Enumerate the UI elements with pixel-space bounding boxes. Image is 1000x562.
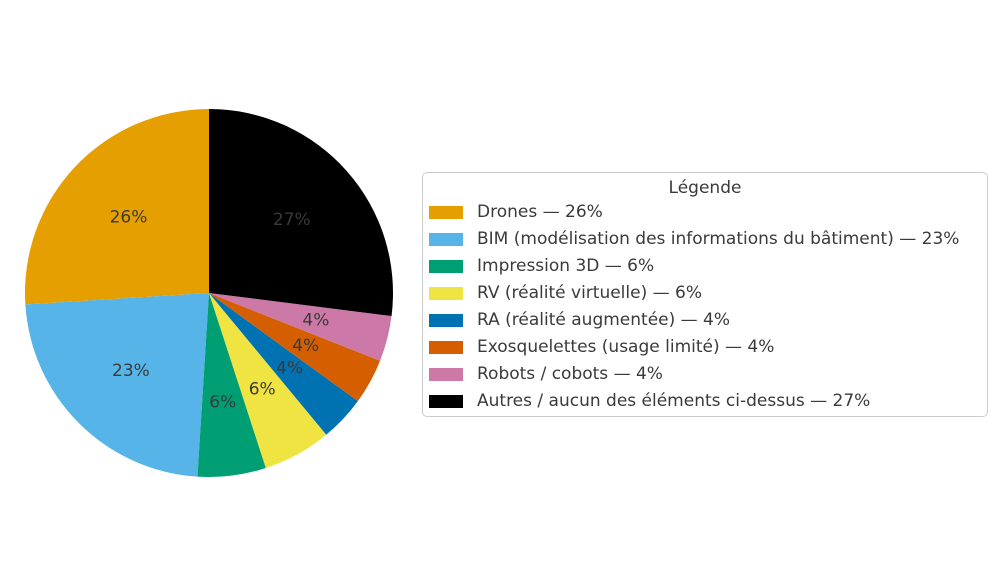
legend-item-exosquelettes: Exosquelettes (usage limité) — 4% — [423, 334, 987, 361]
legend-item-autres: Autres / aucun des éléments ci-dessus — … — [423, 388, 987, 415]
legend-swatch-ra — [429, 314, 463, 327]
legend-item-label: RV (réalité virtuelle) — 6% — [477, 283, 703, 303]
legend-item-ra: RA (réalité augmentée) — 4% — [423, 307, 987, 334]
legend-item-label: Robots / cobots — 4% — [477, 364, 663, 384]
pie-pct-label-drones: 26% — [110, 207, 148, 227]
legend-item-label: RA (réalité augmentée) — 4% — [477, 310, 731, 330]
legend-item-label: Autres / aucun des éléments ci-dessus — … — [477, 391, 871, 411]
legend-item-label: Exosquelettes (usage limité) — 4% — [477, 337, 775, 357]
pie-slice-drones — [24, 108, 210, 305]
legend-swatch-impression-3d — [429, 260, 463, 273]
legend-item-label: BIM (modélisation des informations du bâ… — [477, 229, 960, 249]
legend-item-impression-3d: Impression 3D — 6% — [423, 253, 987, 280]
pie-slice-rv — [209, 293, 327, 468]
pie-pct-label-rv: 6% — [249, 380, 276, 400]
pie-pct-label-impression-3d: 6% — [209, 393, 236, 413]
pie-slice-bim — [25, 293, 209, 477]
pie-pct-label-autres: 27% — [273, 210, 311, 230]
pie-pct-label-ra: 4% — [276, 359, 303, 379]
legend-swatch-robots-cobots — [429, 368, 463, 381]
legend-swatch-rv — [429, 287, 463, 300]
legend-swatch-autres — [429, 395, 463, 408]
legend-item-label: Drones — 26% — [477, 202, 603, 222]
legend-items: Drones — 26% BIM (modélisation des infor… — [423, 199, 987, 415]
legend-item-label: Impression 3D — 6% — [477, 256, 655, 276]
pie-slice-exosquelettes — [209, 293, 381, 402]
pie-pct-label-robots-cobots: 4% — [302, 311, 329, 331]
legend-swatch-bim — [429, 233, 463, 246]
legend-item-rv: RV (réalité virtuelle) — 6% — [423, 280, 987, 307]
legend-item-robots-cobots: Robots / cobots — 4% — [423, 361, 987, 388]
pie-slice-robots-cobots — [209, 293, 392, 361]
legend-item-drones: Drones — 26% — [423, 199, 987, 226]
legend-item-bim: BIM (modélisation des informations du bâ… — [423, 226, 987, 253]
legend: Légende Drones — 26% BIM (modélisation d… — [422, 172, 988, 417]
pie-pct-label-bim: 23% — [112, 361, 150, 381]
pie-slice-autres — [209, 109, 394, 317]
pie-slice-ra — [209, 293, 358, 435]
pie-pct-label-exosquelettes: 4% — [292, 336, 319, 356]
legend-swatch-drones — [429, 206, 463, 219]
legend-swatch-exosquelettes — [429, 341, 463, 354]
legend-title: Légende — [668, 178, 742, 198]
pie-slice-impression-3d — [197, 293, 266, 478]
